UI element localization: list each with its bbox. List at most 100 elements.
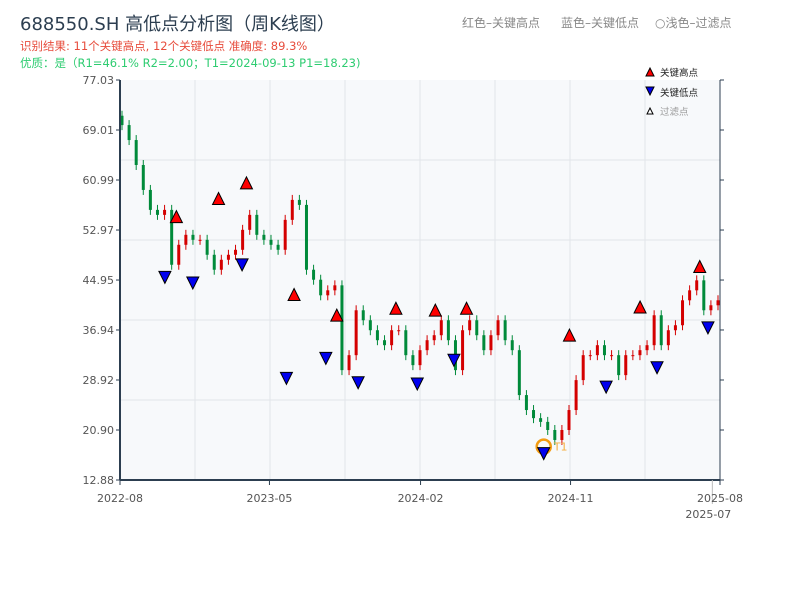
candle-body (269, 239, 273, 245)
candle-body (177, 244, 181, 265)
candle-body (439, 320, 443, 336)
key-high-marker (239, 175, 254, 190)
candle-body (234, 249, 238, 255)
key-high-marker (692, 259, 707, 273)
candle-body (340, 285, 344, 371)
candle-body (276, 244, 280, 250)
candle-body (659, 315, 663, 346)
chart-title: 688550.SH 高低点分析图（周K线图） (20, 14, 335, 35)
candle-body (390, 330, 394, 346)
candle-body (155, 209, 159, 215)
candle-body (319, 279, 323, 296)
candle-body (532, 410, 536, 419)
x-tick-label: 2025-07 (685, 508, 731, 521)
candle-body (581, 355, 585, 381)
key-high-marker (329, 308, 344, 322)
key-high-marker (633, 299, 647, 314)
key-low-marker (186, 276, 200, 291)
candle-body (666, 330, 670, 346)
candle-body (290, 199, 294, 220)
candle-body (191, 234, 195, 240)
key-low-marker (319, 351, 333, 366)
key-high-marker (428, 303, 443, 317)
candle-body (695, 280, 699, 291)
candle-body (610, 355, 614, 357)
key-low-marker (279, 371, 294, 386)
candle-body (248, 214, 252, 230)
candle-body (716, 300, 720, 306)
candle-body (595, 345, 599, 356)
candle-body (681, 300, 685, 326)
candle-body (503, 320, 507, 341)
candle-body (574, 380, 578, 411)
key-high-marker (562, 327, 577, 342)
x-tick-label: 2024-11 (548, 492, 594, 505)
candle-body (241, 229, 245, 250)
candle-body (539, 418, 543, 422)
candle-body (461, 330, 465, 371)
key-low-marker (410, 377, 425, 392)
candle-body (134, 140, 138, 165)
candle-body (645, 345, 649, 351)
candle-body (496, 320, 500, 336)
candle-body (673, 325, 677, 331)
candle-body (702, 280, 706, 311)
candle-body (170, 209, 174, 265)
candle-body (468, 320, 472, 331)
candle-body (688, 290, 692, 301)
candle-body (375, 330, 379, 341)
candle-body (354, 310, 358, 356)
candle-body (219, 259, 223, 270)
candle-body (553, 429, 557, 440)
x-tick-label: 2024-02 (398, 492, 444, 505)
legend-high-label: 关键高点 (660, 67, 699, 79)
candle-body (368, 320, 372, 331)
candle-body (617, 355, 621, 376)
candle-body (198, 239, 202, 241)
legend-note-red: 红色–关键高点 (462, 16, 541, 30)
candle-body (432, 335, 436, 341)
key-high-marker (287, 287, 301, 302)
candle-body (262, 234, 266, 240)
candle-body (333, 285, 337, 291)
candle-body (205, 239, 209, 255)
candle-body (524, 395, 528, 411)
y-tick-label: 69.01 (83, 124, 115, 137)
candle-body (425, 340, 429, 351)
candle-body (546, 421, 550, 430)
candle-body (127, 125, 131, 141)
y-tick-label: 52.97 (83, 224, 115, 237)
legend-low-icon (645, 86, 655, 97)
legend-low-label: 关键低点 (660, 87, 699, 99)
candle-body (631, 355, 635, 357)
legend-filtered-icon (646, 106, 654, 115)
candle-body (283, 219, 287, 250)
candle-body (652, 315, 656, 346)
result-summary: 识别结果: 11个关键高点, 12个关键低点 准确度: 89.3% (20, 39, 308, 53)
candle-body (510, 340, 514, 351)
candle-body (184, 234, 188, 245)
x-tick-label: 2022-08 (97, 492, 143, 505)
key-low-marker (536, 447, 551, 461)
key-low-marker (351, 376, 365, 390)
y-tick-label: 28.92 (83, 374, 115, 387)
candle-body (638, 350, 642, 356)
candle-body (624, 355, 628, 376)
y-tick-label: 20.90 (83, 424, 115, 437)
x-tick-label: 2023-05 (246, 492, 292, 505)
candle-body (383, 340, 387, 346)
candle-body (446, 320, 450, 341)
candle-body (411, 355, 415, 366)
y-tick-label: 36.94 (83, 324, 115, 337)
key-low-marker (599, 380, 613, 395)
key-low-marker (235, 258, 249, 273)
legend-note-blue: 蓝色–关键低点 (561, 16, 640, 30)
candle-body (361, 310, 365, 321)
candle-body (148, 189, 152, 210)
candle-body (304, 204, 308, 270)
candle-body (397, 330, 401, 332)
candle-body (120, 115, 124, 126)
y-tick-label: 44.95 (83, 274, 115, 287)
